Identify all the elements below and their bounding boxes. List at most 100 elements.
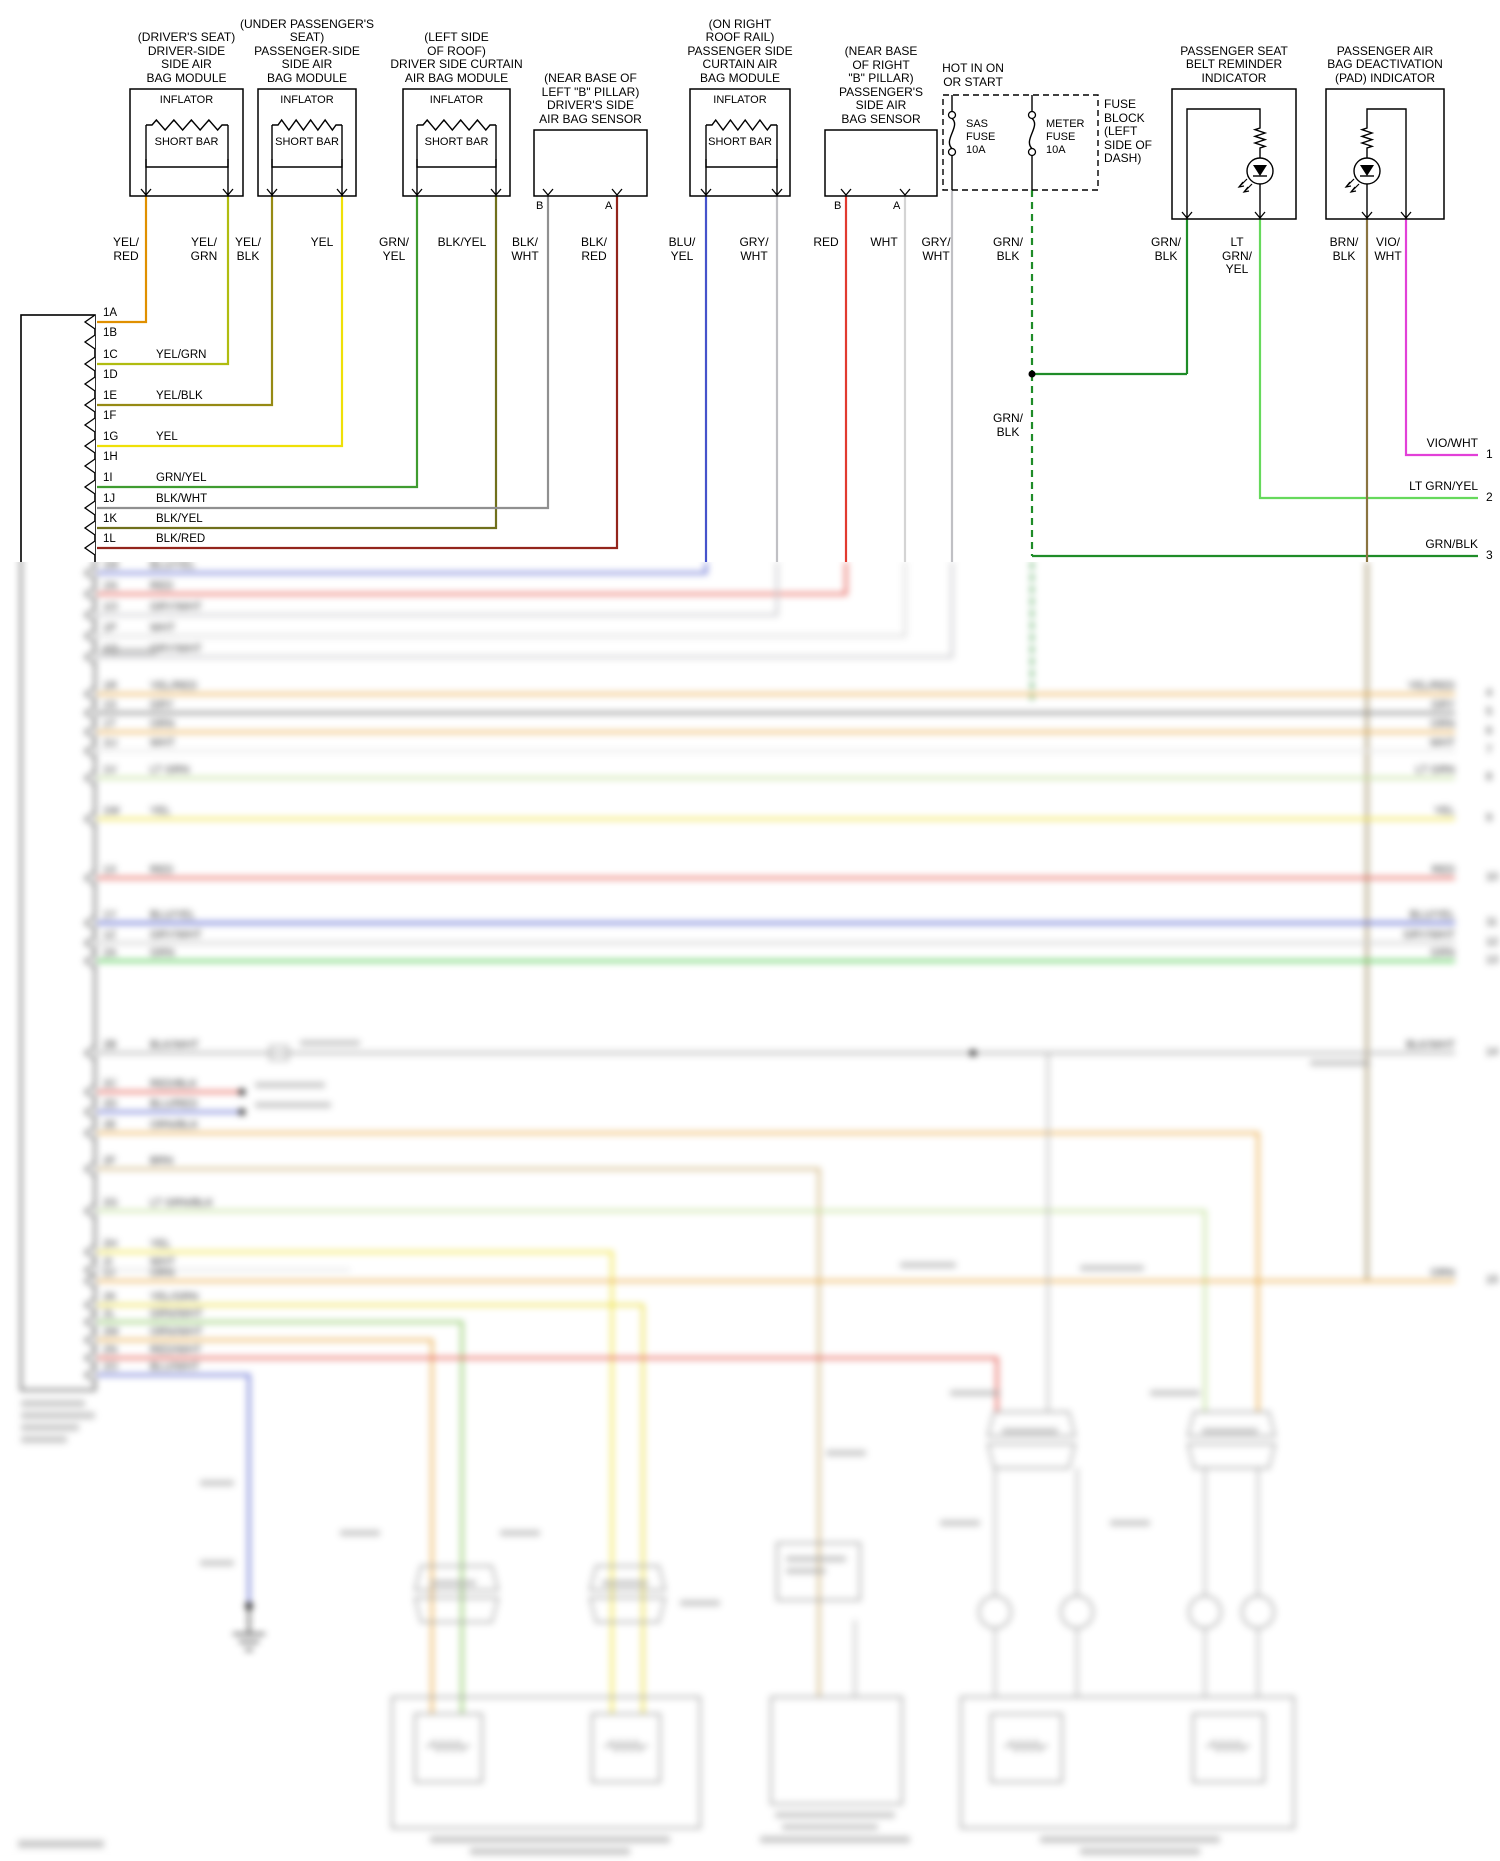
blurred-edge-wire-color-label: WHT <box>1429 737 1455 749</box>
blurred-pin-id: 2C <box>103 1078 118 1090</box>
blurred-pin-id: 2N <box>103 1344 118 1356</box>
connector-pin-notch <box>83 438 96 454</box>
connector-pin-notch <box>83 870 96 886</box>
blurred-text-blob <box>1110 1520 1150 1526</box>
blurred-wire <box>97 1373 251 1602</box>
fuse-block-box <box>942 94 1099 191</box>
blurred-pin-id: 2D <box>103 1098 118 1110</box>
wire-exit-chevron <box>222 188 234 197</box>
blurred-text-blob <box>760 1836 910 1843</box>
wire-grn-yel <box>97 196 419 489</box>
connector-pin-notch <box>83 458 96 474</box>
blurred-pin-id: 1S <box>103 699 117 711</box>
blurred-pin-wire-color: BRN <box>150 1155 174 1167</box>
blurred-wire <box>97 562 848 596</box>
blurred-pin-id: 2I <box>103 1256 113 1268</box>
blurred-text-blob <box>950 1390 1000 1396</box>
blurred-edge-terminal-number: 13 <box>1486 954 1499 966</box>
blurred-connector-half <box>987 1411 1076 1437</box>
inflator-resistor <box>706 118 777 132</box>
blurred-component-box <box>414 1713 483 1783</box>
blurred-connector-half <box>1187 1411 1276 1437</box>
blurred-text-blob <box>775 1812 895 1818</box>
blurred-pin-wire-color: RED <box>150 580 174 592</box>
connector-pin-notch <box>83 376 96 392</box>
wire-exit-chevron <box>490 188 502 197</box>
blurred-pin-id: 2O <box>103 1361 118 1373</box>
blurred-pin-id: 1P <box>103 622 117 634</box>
blurred-wire <box>97 562 779 617</box>
blurred-pin-wire-color: GRY/WHT <box>150 643 202 655</box>
blurred-pin-id: 1N <box>103 580 118 592</box>
blurred-wire <box>97 562 907 638</box>
blurred-text-blob <box>200 1480 234 1486</box>
blurred-pin-wire-color: YEL <box>150 805 171 817</box>
blurred-pin-id: 2L <box>103 1308 116 1320</box>
wire-exit-chevron <box>1361 211 1373 220</box>
blurred-component-box <box>960 1696 1295 1829</box>
blurred-wire <box>97 1250 614 1714</box>
connector-pin-notch <box>83 314 96 330</box>
blurred-pin-wire-color: YEL/GRN <box>150 1291 199 1303</box>
blurred-pin-id: 1V <box>103 764 117 776</box>
blurred-pin-wire-color: LT GRN <box>150 764 190 776</box>
blurred-edge-terminal-number: 6 <box>1486 725 1493 737</box>
blurred-text-blob <box>21 1436 67 1443</box>
blurred-edge-wire-color-label: ORN <box>1430 1267 1455 1279</box>
wire-exit-chevron <box>411 188 423 197</box>
blurred-pin-wire-color: BLU/YEL <box>150 559 196 571</box>
connector-pin-notch <box>83 953 96 969</box>
connector-pin-notch <box>83 1084 96 1100</box>
blurred-edge-wire-color-label: LT GRN <box>1415 764 1455 776</box>
blurred-inflator-resistor <box>604 1739 648 1753</box>
blurred-pin-wire-color: GRY/WHT <box>150 601 202 613</box>
blurred-pin-id: 2E <box>103 1119 117 1131</box>
blurred-text-blob <box>1080 1265 1144 1271</box>
inflator-resistor <box>417 118 496 132</box>
blurred-edge-wire-color-label: BLK/WHT <box>1406 1039 1455 1051</box>
blurred-text-blob <box>826 1450 866 1456</box>
blurred-text-blob <box>21 1400 85 1407</box>
blurred-pin-wire-color: ORN/BLK <box>150 1119 199 1131</box>
blurred-pin-id: 2A <box>103 947 117 959</box>
blurred-component-box <box>770 1696 903 1805</box>
blurred-text-blob <box>680 1600 720 1606</box>
blurred-pin-wire-color: WHT <box>150 622 176 634</box>
wire-blk-red <box>97 196 619 550</box>
blurred-connector-half <box>414 1565 499 1591</box>
blurred-edge-wire-color-label: GRY/WHT <box>1403 929 1455 941</box>
wire-exit-chevron <box>1181 211 1193 220</box>
wire-exit-chevron <box>1254 211 1266 220</box>
blurred-edge-terminal-number: 11 <box>1486 916 1498 928</box>
junction-dot <box>1028 370 1036 378</box>
connector-pin-notch <box>83 1297 96 1313</box>
blurred-pin-wire-color: RED <box>150 864 174 876</box>
blurred-edge-wire-color-label: YEL/RED <box>1407 680 1455 692</box>
blurred-pin-id: 1T <box>103 718 116 730</box>
module-box-drivers-side-air-bag-sensor <box>533 129 648 197</box>
connector-pin-notch <box>83 417 96 433</box>
blurred-pin-id: 2F <box>103 1155 116 1167</box>
fuse-element <box>1028 117 1036 150</box>
indicator-resistor <box>1359 123 1375 153</box>
blurred-pin-wire-color: ORN <box>150 718 175 730</box>
connector-pin-notch <box>83 500 96 516</box>
wire-vio-wht <box>1404 219 1478 457</box>
connector-pin-notch <box>83 607 96 623</box>
blurred-component-box <box>1192 1713 1265 1783</box>
fuse-terminal <box>947 110 957 120</box>
short-bar-symbol <box>705 159 778 168</box>
blurred-pin-id: 1Y <box>103 909 117 921</box>
connector-pin-notch <box>83 586 96 602</box>
connector-pin-notch <box>83 1332 96 1348</box>
blurred-text-blob <box>900 1262 956 1268</box>
connector-pin-notch <box>83 686 96 702</box>
connector-pin-notch <box>83 724 96 740</box>
connector-pin-notch <box>83 915 96 931</box>
connector-pin-notch <box>83 565 96 581</box>
blurred-pin-wire-color: BLK/WHT <box>150 1039 199 1051</box>
